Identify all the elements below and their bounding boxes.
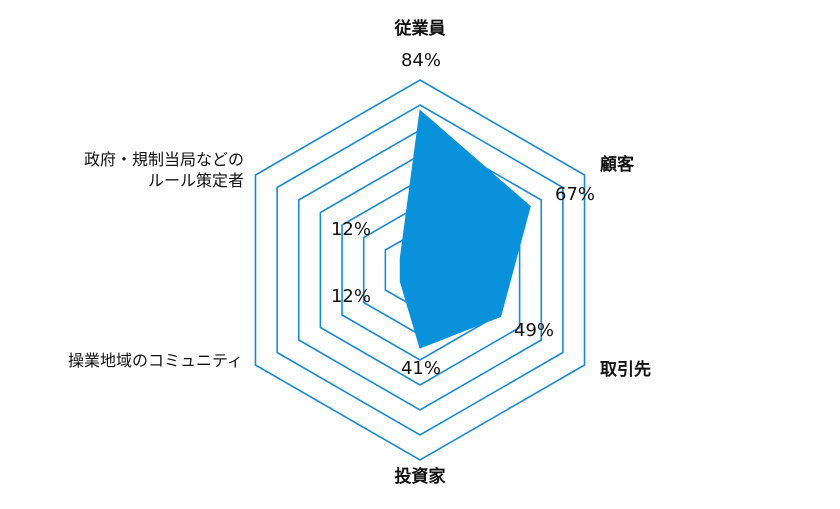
value-label-customers: 67% xyxy=(555,184,595,205)
axis-label-customers: 顧客 xyxy=(600,154,635,175)
axis-label-investors: 投資家 xyxy=(395,466,446,487)
value-label-rule-makers: 12% xyxy=(331,219,371,240)
value-label-local-community: 12% xyxy=(331,286,371,307)
value-label-employees: 84% xyxy=(401,50,441,71)
axis-label-local-community: 操業地域のコミュニティ xyxy=(68,351,243,370)
grid-ring xyxy=(254,79,586,461)
value-label-suppliers: 49% xyxy=(514,320,554,341)
value-label-investors: 41% xyxy=(401,358,441,379)
axis-label-employees: 従業員 xyxy=(394,18,446,39)
axis-label-suppliers: 取引先 xyxy=(600,359,651,380)
axis-label-rule-makers-line1: 政府・規制当局などの xyxy=(84,150,244,169)
axis-label-rule-makers-line2: ルール策定者 xyxy=(148,171,244,190)
grid-ring xyxy=(276,104,564,436)
data-polygon xyxy=(399,109,531,349)
grid-ring xyxy=(297,129,543,411)
